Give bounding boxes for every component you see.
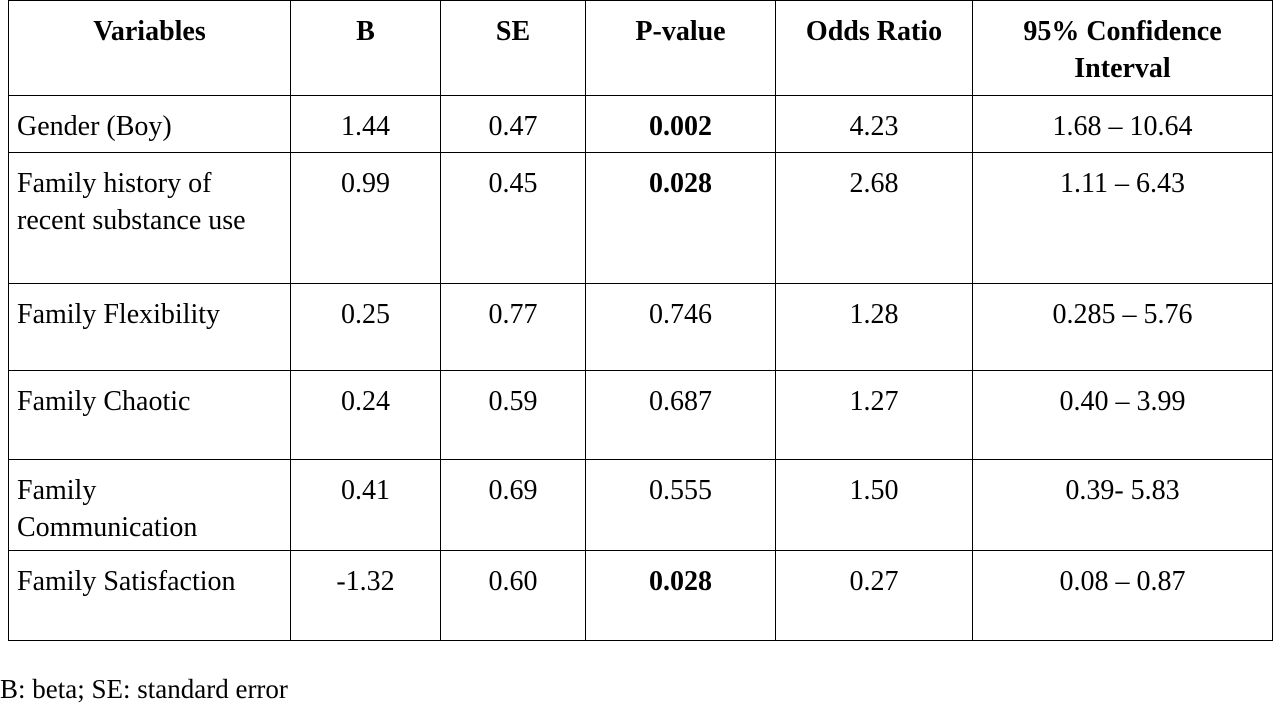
table-cell: 0.028: [585, 152, 776, 284]
table-cell: 0.24: [290, 370, 441, 460]
header-cell: SE: [440, 0, 586, 96]
header-cell: Variables: [8, 0, 291, 96]
table-row: Family Chaotic 0.24 0.59 0.687 1.27 0.40 – 3.…: [8, 370, 1273, 460]
table-cell: 0.41: [290, 459, 441, 551]
table-row: Family history of recent substance use 0.…: [8, 152, 1273, 284]
table-cell: 1.27: [775, 370, 973, 460]
table-cell: 1.28: [775, 283, 973, 371]
table-cell: 0.39- 5.83: [972, 459, 1273, 551]
table-cell: 4.23: [775, 95, 973, 153]
table-cell: 1.68 – 10.64: [972, 95, 1273, 153]
table-cell: 0.77: [440, 283, 586, 371]
results-table: Variables B SE P-value Odds Ratio 95% Confide…: [8, 0, 1273, 641]
table-cell: -1.32: [290, 550, 441, 641]
table-cell: 0.687: [585, 370, 776, 460]
table-cell: 2.68: [775, 152, 973, 284]
table-cell: Family Chaotic: [8, 370, 291, 460]
table-cell: 0.746: [585, 283, 776, 371]
table-cell: Family Satisfaction: [8, 550, 291, 641]
table-row: Family Satisfaction -1.32 0.60 0.028 0.27 0.0…: [8, 550, 1273, 641]
table-cell: 1.50: [775, 459, 973, 551]
table-body: Gender (Boy) 1.44 0.47 0.002 4.23 1.68 – 10.6…: [8, 95, 1273, 641]
table-cell: 0.99: [290, 152, 441, 284]
table-cell: 0.08 – 0.87: [972, 550, 1273, 641]
table-cell: Family Flexibility: [8, 283, 291, 371]
table-head: Variables B SE P-value Odds Ratio 95% Confide…: [8, 0, 1273, 96]
table-cell: 0.028: [585, 550, 776, 641]
table-cell: 0.27: [775, 550, 973, 641]
table-cell: 0.60: [440, 550, 586, 641]
table-cell: 0.555: [585, 459, 776, 551]
table-cell: Family history of recent substance use: [8, 152, 291, 284]
table-cell: 0.47: [440, 95, 586, 153]
table-cell: 1.44: [290, 95, 441, 153]
table-cell: 0.69: [440, 459, 586, 551]
header-row: Variables B SE P-value Odds Ratio 95% Confide…: [8, 0, 1273, 96]
table-cell: Gender (Boy): [8, 95, 291, 153]
footnote: B: beta; SE: standard error: [0, 674, 288, 704]
table-row: Family Flexibility 0.25 0.77 0.746 1.28 0.285…: [8, 283, 1273, 371]
table-row: Family Communication 0.41 0.69 0.555 1.50 0.3…: [8, 459, 1273, 551]
table-cell: 0.40 – 3.99: [972, 370, 1273, 460]
table-cell: Family Communication: [8, 459, 291, 551]
table-row: Gender (Boy) 1.44 0.47 0.002 4.23 1.68 – 10.6…: [8, 95, 1273, 153]
header-cell: Odds Ratio: [775, 0, 973, 96]
table-cell: 0.002: [585, 95, 776, 153]
table-cell: 0.25: [290, 283, 441, 371]
header-cell: 95% Confidence Interval: [972, 0, 1273, 96]
table-cell: 0.285 – 5.76: [972, 283, 1273, 371]
table-cell: 1.11 – 6.43: [972, 152, 1273, 284]
header-cell: B: [290, 0, 441, 96]
table-cell: 0.45: [440, 152, 586, 284]
header-cell: P-value: [585, 0, 776, 96]
table-cell: 0.59: [440, 370, 586, 460]
